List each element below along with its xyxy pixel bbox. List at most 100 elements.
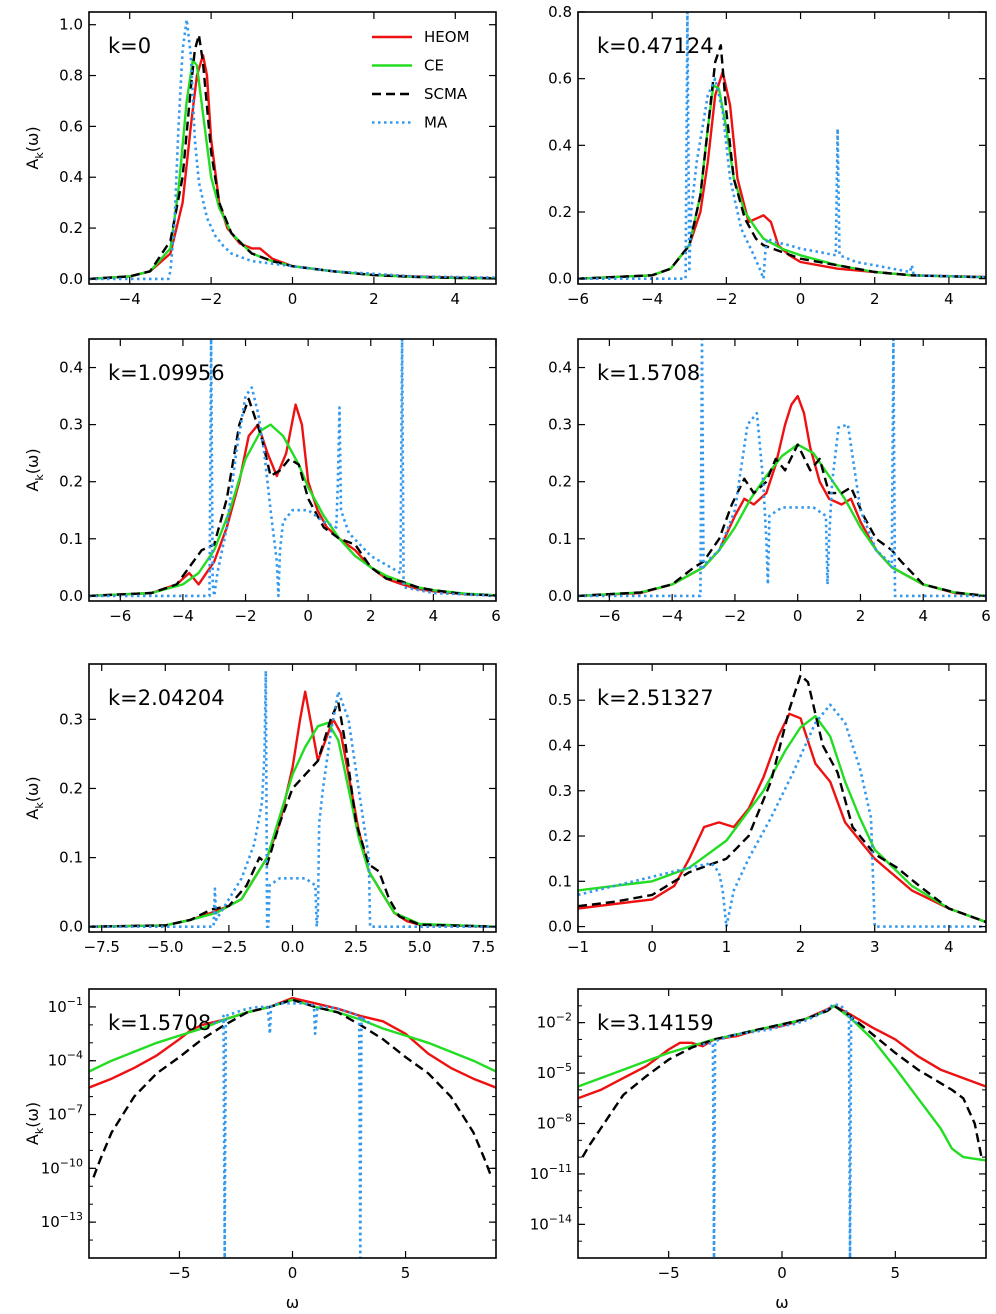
series-line-ce [89, 998, 496, 1073]
y-axis-label: Ak(ω) [23, 448, 46, 491]
x-tick-label: 5.0 [408, 938, 432, 956]
panel-6: −1 0 1 2 3 4 0.0 0.1 0.2 0.3 0.4 0.5 k=2.51327 [548, 663, 987, 956]
series-line-ce [578, 714, 986, 924]
y-tick-label: 0.3 [59, 710, 83, 728]
y-tick-label: 10−4 [48, 1049, 83, 1070]
series-line-ma [702, 1002, 861, 1258]
panel-2: −6 −4 −2 0 2 4 0.0 0.2 0.4 0.6 0.8 k=0.47124 [548, 3, 987, 308]
legend-label-heom: HEOM [424, 28, 470, 46]
x-tick-label: 7.5 [471, 938, 495, 956]
x-tick-label: 5 [891, 1264, 901, 1282]
panel-3: −6 −4 −2 0 2 4 6 0.0 0.1 0.2 0.3 0.4 k=1.09956 Ak(ω) [23, 338, 501, 625]
y-tick-label: 0.4 [59, 359, 83, 377]
x-tick-label: 2 [366, 607, 376, 625]
y-axis-label: Ak(ω) [23, 776, 46, 819]
axes-frame [577, 11, 987, 285]
x-tick-label: 4 [944, 290, 954, 308]
y-tick-label: 0.1 [548, 872, 572, 890]
x-tick-label: −6 [109, 607, 131, 625]
x-axis-label: ω [286, 1293, 299, 1312]
x-tick-label: −5 [658, 1264, 680, 1282]
x-tick-label: 2 [369, 290, 379, 308]
series-line-scma [89, 700, 496, 928]
series-line-heom [578, 70, 986, 280]
series-line-ce [89, 721, 496, 928]
series-group [89, 339, 496, 598]
y-tick-label: 0.0 [59, 918, 83, 936]
k-label: k=0 [108, 34, 151, 58]
y-tick-label: 0.8 [548, 3, 572, 21]
x-tick-label: 2 [796, 938, 806, 956]
x-tick-label: −6 [567, 290, 589, 308]
series-line-ce [89, 423, 496, 598]
y-tick-label: 0.0 [59, 270, 83, 288]
y-tick-label: 0.5 [548, 691, 572, 709]
y-tick-label: 0.1 [548, 530, 572, 548]
y-tick-label: 10−13 [41, 1210, 83, 1231]
x-tick-label: −2 [724, 607, 746, 625]
y-tick-label: 10−11 [530, 1162, 572, 1183]
y-tick-label: 0.2 [59, 473, 83, 491]
panel-1: −4 −2 0 2 4 0.0 0.2 0.4 0.6 0.8 1.0 k=0 Ak(ω) HEOM CE S… [23, 11, 497, 308]
series-line-ma [578, 339, 986, 598]
y-tick-label: 1.0 [59, 16, 83, 34]
y-tick-label: 0.0 [59, 587, 83, 605]
k-label: k=1.5708 [597, 361, 700, 385]
y-tick-label: 0.1 [59, 530, 83, 548]
y-tick-label: 0.3 [548, 416, 572, 434]
series-group [89, 996, 496, 1258]
series-line-scma [89, 397, 496, 598]
x-tick-label: −4 [641, 290, 663, 308]
x-tick-label: 4 [451, 290, 461, 308]
x-tick-label: −2 [234, 607, 256, 625]
y-tick-label: 10−7 [48, 1103, 83, 1124]
legend-label-ce: CE [424, 57, 444, 75]
x-tick-label: −7.5 [84, 938, 120, 956]
x-tick-label: 6 [491, 607, 501, 625]
series-line-ma [213, 1001, 372, 1258]
axes-frame [88, 338, 497, 602]
y-tick-label: 0.0 [548, 270, 572, 288]
x-tick-label: 2 [870, 290, 880, 308]
x-tick-label: 0 [303, 607, 313, 625]
y-tick-label: 0.6 [59, 117, 83, 135]
x-axis-label: ω [775, 1293, 788, 1312]
x-tick-label: 5 [401, 1264, 411, 1282]
y-tick-label: 0.6 [548, 70, 572, 88]
x-tick-label: −2 [715, 290, 737, 308]
x-tick-label: −4 [661, 607, 683, 625]
y-tick-label: 10−5 [537, 1061, 572, 1082]
x-tick-label: −1 [567, 938, 589, 956]
x-tick-label: 3 [870, 938, 880, 956]
x-tick-label: 2.5 [344, 938, 368, 956]
y-tick-label: 0.2 [59, 219, 83, 237]
series-group [578, 674, 986, 928]
series-line-scma [578, 443, 986, 598]
x-tick-label: −6 [598, 607, 620, 625]
x-tick-label: 4 [918, 607, 928, 625]
x-tick-label: 0 [793, 607, 803, 625]
y-tick-label: 0.2 [548, 203, 572, 221]
series-line-ce [578, 84, 986, 280]
x-tick-label: 6 [981, 607, 991, 625]
axes-frame [577, 663, 987, 933]
y-tick-label: 0.2 [548, 473, 572, 491]
panel-5: −7.5 −5.0 −2.5 0.0 2.5 5.0 7.5 0.0 0.1 0.2 0.3 k=2.… [23, 663, 497, 956]
x-tick-label: −4 [119, 290, 141, 308]
legend-label-scma: SCMA [424, 85, 468, 103]
y-tick-label: 0.4 [548, 359, 572, 377]
y-tick-label: 0.4 [59, 168, 83, 186]
series-group [89, 669, 496, 929]
x-tick-label: −2.5 [211, 938, 247, 956]
x-tick-label: 0 [288, 290, 298, 308]
series-line-ma [89, 339, 496, 598]
x-tick-label: 0 [288, 1264, 298, 1282]
axes-frame [577, 338, 987, 602]
series-line-ma [89, 669, 496, 929]
y-tick-label: 0.4 [548, 736, 572, 754]
series-line-ma [578, 12, 986, 281]
x-tick-label: 4 [944, 938, 954, 956]
x-tick-label: 1 [722, 938, 732, 956]
k-label: k=2.04204 [108, 686, 225, 710]
